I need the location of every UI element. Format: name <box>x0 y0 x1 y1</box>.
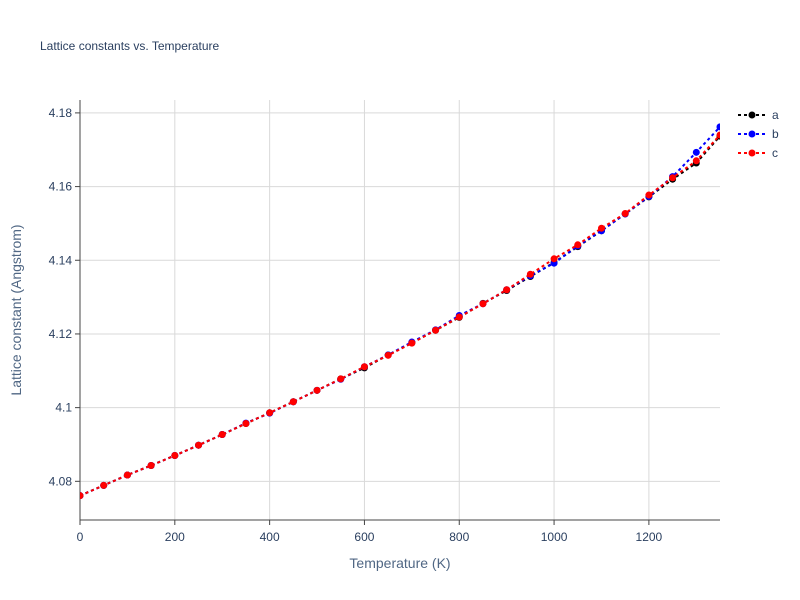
x-tick-label: 800 <box>449 530 469 544</box>
y-tick-label: 4.08 <box>49 474 73 488</box>
series-c <box>80 131 720 500</box>
y-tick-label: 4.1 <box>55 401 72 415</box>
data-point-c <box>597 224 605 232</box>
data-point-c <box>526 270 534 278</box>
data-point-c <box>621 209 629 217</box>
data-point-c <box>171 452 179 460</box>
legend-label: b <box>772 127 779 141</box>
y-tick-label: 4.14 <box>49 253 73 267</box>
axes <box>75 100 720 525</box>
legend-swatch-marker <box>748 111 756 119</box>
y-tick-label: 4.12 <box>49 327 73 341</box>
data-point-c <box>313 386 321 394</box>
data-point-c <box>123 471 131 479</box>
series-line-c <box>80 134 720 497</box>
x-tick-label: 1200 <box>636 530 663 544</box>
data-point-c <box>692 157 700 165</box>
data-point-c <box>80 492 84 500</box>
data-point-b <box>716 123 720 131</box>
x-tick-label: 600 <box>354 530 374 544</box>
data-point-c <box>574 241 582 249</box>
y-tick-labels: 4.08 4.1 4.12 4.14 4.16 4.18 <box>49 106 73 488</box>
series-line-a <box>80 135 720 497</box>
series-layer <box>80 123 720 500</box>
legend-label: a <box>772 108 779 122</box>
series-a <box>80 132 720 500</box>
x-tick-label: 0 <box>77 530 84 544</box>
data-point-c <box>337 375 345 383</box>
data-point-b <box>692 148 700 156</box>
x-axis-title: Temperature (K) <box>349 555 450 571</box>
x-tick-label: 1000 <box>541 530 568 544</box>
data-point-c <box>147 461 155 469</box>
data-point-c <box>408 339 416 347</box>
data-point-c <box>218 431 226 439</box>
x-tick-label: 200 <box>165 530 185 544</box>
legend[interactable]: abc <box>738 108 779 160</box>
x-tick-labels: 0 200 400 600 800 1000 1200 <box>77 530 663 544</box>
data-point-c <box>432 326 440 334</box>
y-axis-title: Lattice constant (Angstrom) <box>8 224 24 395</box>
data-point-c <box>716 131 720 139</box>
grid-lines <box>80 100 720 520</box>
chart-title: Lattice constants vs. Temperature <box>40 39 220 53</box>
data-point-c <box>669 174 677 182</box>
data-point-c <box>195 441 203 449</box>
data-point-c <box>503 286 511 294</box>
data-point-c <box>242 419 250 427</box>
data-point-c <box>455 313 463 321</box>
data-point-c <box>266 409 274 417</box>
x-tick-label: 400 <box>260 530 280 544</box>
data-point-c <box>479 300 487 308</box>
legend-item-a[interactable]: a <box>738 108 779 122</box>
legend-swatch-marker <box>748 130 756 138</box>
legend-swatch-marker <box>748 149 756 157</box>
series-b <box>80 123 720 500</box>
y-tick-label: 4.16 <box>49 180 73 194</box>
series-line-b <box>80 126 720 497</box>
data-point-c <box>360 363 368 371</box>
legend-item-c[interactable]: c <box>738 146 778 160</box>
data-point-c <box>645 191 653 199</box>
data-point-c <box>550 255 558 263</box>
data-point-c <box>100 481 108 489</box>
data-point-c <box>289 398 297 406</box>
data-point-c <box>384 351 392 359</box>
legend-item-b[interactable]: b <box>738 127 779 141</box>
y-tick-label: 4.18 <box>49 106 73 120</box>
legend-label: c <box>772 146 778 160</box>
